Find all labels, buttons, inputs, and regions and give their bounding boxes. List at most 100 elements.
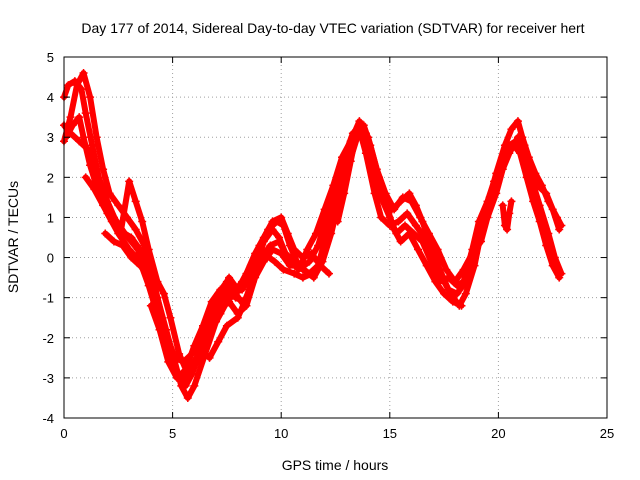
data-point-marker [555, 225, 564, 234]
data-point-marker [298, 273, 307, 282]
data-point-marker [183, 393, 192, 402]
data-point-marker [159, 289, 168, 298]
data-point-marker [296, 261, 305, 270]
data-point-marker [461, 289, 470, 298]
data-point-marker [283, 229, 292, 238]
data-point-marker [398, 193, 407, 202]
data-point-marker [500, 221, 509, 230]
data-point-marker [118, 241, 127, 250]
data-point-marker [125, 177, 134, 186]
data-point-marker [483, 213, 492, 222]
data-point-marker [303, 245, 312, 254]
data-point-marker [440, 289, 449, 298]
x-tick-label: 20 [491, 426, 505, 441]
data-point-marker [90, 185, 99, 194]
data-point-marker [411, 221, 420, 230]
data-point-marker [99, 201, 108, 210]
data-point-marker [503, 225, 512, 234]
data-point-marker [81, 109, 90, 118]
data-point-marker [414, 245, 423, 254]
chart-title: Day 177 of 2014, Sidereal Day-to-day VTE… [81, 20, 584, 36]
data-point-marker [366, 141, 375, 150]
data-point-marker [225, 297, 234, 306]
data-point-marker [66, 113, 75, 122]
data-point-marker [64, 81, 73, 90]
data-point-marker [179, 357, 188, 366]
data-point-marker [86, 161, 95, 170]
data-point-marker [394, 217, 403, 226]
data-point-marker [535, 201, 544, 210]
series-markers [498, 197, 516, 234]
data-point-marker [507, 197, 516, 206]
data-point-marker [146, 301, 155, 310]
data-point-marker [251, 273, 260, 282]
data-point-marker [259, 233, 268, 242]
data-point-marker [181, 365, 190, 374]
data-point-marker [79, 133, 88, 142]
data-point-marker [401, 221, 410, 230]
data-point-marker [346, 157, 355, 166]
data-point-marker [459, 277, 468, 286]
data-point-marker [172, 373, 181, 382]
data-point-marker [507, 125, 516, 134]
data-point-marker [353, 125, 362, 134]
data-point-marker [390, 225, 399, 234]
data-point-marker [422, 261, 431, 270]
data-point-marker [81, 173, 90, 182]
data-point-marker [474, 217, 483, 226]
data-point-marker [233, 309, 242, 318]
plot-frame [63, 56, 608, 419]
data-point-marker [131, 197, 140, 206]
data-point-marker [316, 261, 325, 270]
data-point-marker [407, 197, 416, 206]
data-point-marker [285, 261, 294, 270]
data-point-marker [450, 277, 459, 286]
data-point-marker [166, 313, 175, 322]
series-layer [60, 69, 566, 402]
data-point-marker [268, 245, 277, 254]
data-point-marker [520, 141, 529, 150]
data-point-marker [101, 229, 110, 238]
data-point-marker [311, 229, 320, 238]
data-point-marker [377, 213, 386, 222]
data-point-marker [418, 237, 427, 246]
data-point-marker [109, 237, 118, 246]
data-point-marker [79, 69, 88, 78]
data-point-marker [231, 289, 240, 298]
data-point-marker [544, 229, 553, 238]
data-point-marker [290, 269, 299, 278]
data-point-marker [557, 269, 566, 278]
data-point-marker [196, 329, 205, 338]
y-tick-label: 1 [47, 210, 54, 225]
y-tick-label: 0 [47, 251, 54, 266]
data-point-marker [340, 189, 349, 198]
data-point-marker [127, 253, 136, 262]
data-point-marker [73, 81, 82, 90]
data-point-marker [144, 269, 153, 278]
data-point-marker [468, 249, 477, 258]
data-point-marker [222, 277, 231, 286]
data-point-marker [188, 349, 197, 358]
data-point-marker [405, 229, 414, 238]
data-point-marker [307, 249, 316, 258]
data-point-marker [305, 257, 314, 266]
data-point-marker [327, 229, 336, 238]
data-point-marker [88, 141, 97, 150]
data-point-marker [279, 265, 288, 274]
y-tick-label: 4 [47, 90, 54, 105]
data-point-marker [374, 173, 383, 182]
data-point-marker [533, 181, 542, 190]
data-point-marker [242, 269, 251, 278]
data-point-marker [259, 257, 268, 266]
x-tick-label: 5 [169, 426, 176, 441]
data-point-marker [92, 133, 101, 142]
data-point-marker [116, 229, 125, 238]
data-point-marker [105, 189, 114, 198]
y-tick-label: -1 [42, 291, 54, 306]
data-point-marker [309, 273, 318, 282]
data-point-marker [277, 213, 286, 222]
data-point-marker [505, 209, 514, 218]
data-point-marker [427, 257, 436, 266]
axis-tick-labels: 0 5 10 15 20 25 -4 -3 -2 -1 0 1 2 3 4 5 [42, 50, 614, 441]
data-point-marker [181, 381, 190, 390]
